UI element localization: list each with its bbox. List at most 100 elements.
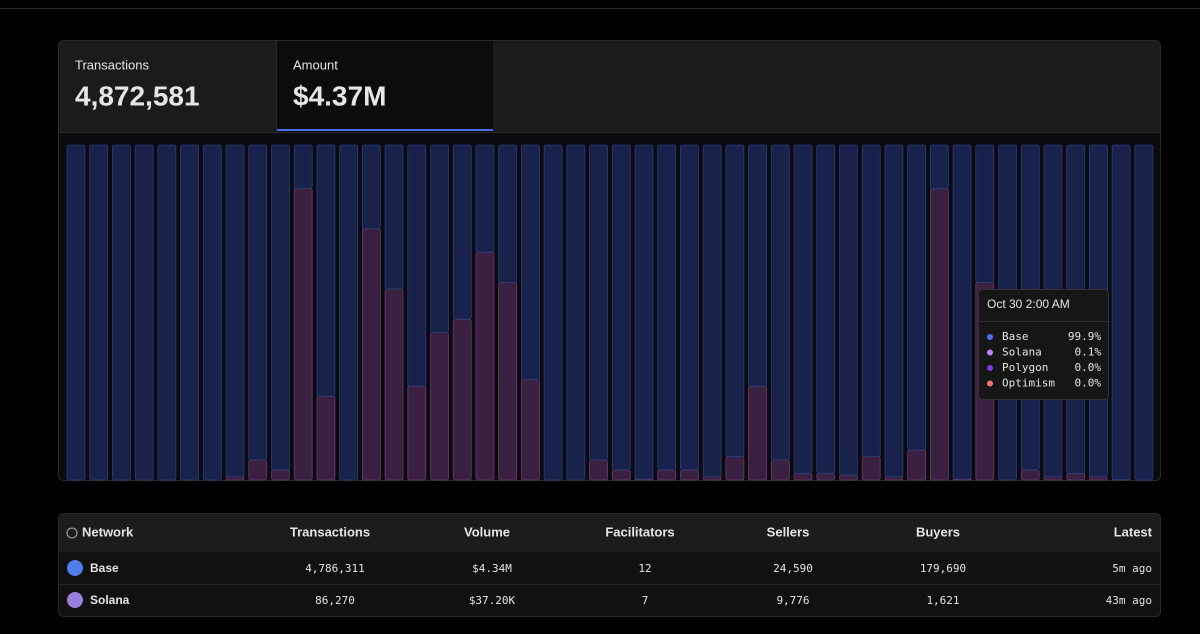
bar-segment	[157, 144, 177, 481]
bar-segment	[316, 144, 336, 397]
bar-segment	[725, 144, 745, 457]
bar-segment	[1089, 476, 1108, 481]
solana-icon	[67, 592, 83, 608]
column-header[interactable]: Sellers	[767, 524, 810, 539]
cell: 12	[638, 562, 651, 575]
bar-segment	[452, 144, 472, 320]
bar-segment	[816, 472, 836, 481]
tooltip-value: 0.0%	[1075, 377, 1102, 390]
bar-segment	[1020, 469, 1040, 481]
tooltip	[978, 289, 1109, 400]
tab-value: $4.37M	[293, 80, 386, 111]
bar-segment	[861, 456, 881, 481]
bar-segment	[680, 469, 699, 481]
bar-segment	[407, 385, 427, 481]
column-header[interactable]: Latest	[1114, 524, 1153, 539]
network-name: Solana	[90, 593, 130, 607]
bar-segment	[475, 144, 495, 253]
bar-segment	[316, 395, 336, 481]
tab-active[interactable]	[277, 41, 493, 132]
cell: 7	[642, 594, 649, 607]
bar-segment	[861, 144, 881, 457]
bar-segment	[225, 144, 245, 478]
cell: $37.20K	[469, 594, 516, 607]
tooltip-value: 99.9%	[1068, 330, 1101, 343]
bar-segment	[1043, 476, 1063, 481]
bar-segment	[430, 332, 449, 481]
bar-segment	[702, 144, 722, 478]
bar-segment	[770, 459, 790, 481]
bar-segment	[339, 144, 359, 481]
tab-label[interactable]: Transactions	[75, 57, 149, 72]
bar-segment	[248, 144, 268, 461]
tooltip-name: Polygon	[1002, 361, 1048, 374]
bar-segment	[521, 379, 540, 481]
bar-segment	[384, 288, 404, 481]
network-name: Base	[90, 561, 119, 575]
bar-segment	[361, 144, 381, 230]
column-header[interactable]: Buyers	[916, 524, 960, 539]
bar-segment	[634, 144, 654, 480]
bar-segment	[361, 228, 381, 481]
column-header[interactable]: Facilitators	[605, 524, 674, 539]
bar-segment	[566, 144, 586, 481]
column-header[interactable]: Network	[82, 524, 134, 539]
tooltip-value: 0.0%	[1075, 361, 1102, 374]
bar-segment	[657, 469, 677, 481]
cell: 86,270	[315, 594, 355, 607]
cell: 9,776	[776, 594, 809, 607]
bar-segment	[293, 144, 313, 189]
globe-icon	[66, 527, 78, 539]
column-header[interactable]: Volume	[464, 524, 510, 539]
tooltip-rows: Base 99.9% Solana 0.1% Polygon 0.0% Optimism 0.…	[987, 330, 1101, 390]
bar-segment	[657, 144, 677, 471]
tab-label[interactable]: Amount	[293, 57, 338, 72]
table: Network Transactions Volume Facilitators Sel…	[82, 524, 1153, 607]
bar-segment	[134, 144, 154, 481]
bar-segment	[430, 144, 449, 334]
bar-segment	[225, 476, 245, 481]
bar-segment	[680, 144, 699, 471]
legend-dot	[987, 349, 993, 356]
bar-segment	[293, 188, 313, 481]
cell: 179,690	[920, 562, 966, 575]
bar-segment	[521, 144, 540, 380]
bar-segment	[66, 144, 86, 481]
tooltip-value: 0.1%	[1075, 346, 1102, 359]
bar-segment	[929, 188, 949, 481]
bar-segment	[589, 144, 608, 461]
bars	[66, 144, 1154, 481]
cell: 1,621	[926, 594, 959, 607]
cell: 4,786,311	[305, 562, 365, 575]
bar-segment	[543, 144, 563, 481]
bar-segment	[271, 469, 290, 481]
column-header[interactable]: Transactions	[290, 524, 370, 539]
bar-segment	[452, 318, 472, 481]
legend-dot	[987, 380, 993, 387]
bar-segment	[89, 144, 109, 481]
bar-segment	[498, 281, 518, 481]
bar-segment	[884, 476, 904, 481]
bar-segment	[816, 144, 836, 474]
bar-segment	[907, 144, 927, 451]
bar-segment	[702, 476, 722, 481]
bar-segment	[611, 469, 631, 481]
bar-segment	[112, 144, 131, 481]
bar-segment	[611, 144, 631, 471]
bar-segment	[907, 449, 927, 481]
base-icon	[67, 560, 83, 576]
bar-segment	[975, 144, 995, 283]
bar-segment	[770, 144, 790, 461]
tab-bar	[59, 41, 1160, 132]
legend-dot	[987, 334, 993, 340]
bar-segment	[839, 474, 858, 481]
bar-segment	[748, 144, 767, 387]
bar-segment	[1111, 144, 1131, 481]
bar-segment	[725, 456, 745, 481]
bar-segment	[793, 472, 813, 481]
tab-underline	[277, 129, 493, 131]
cell: 5m ago	[1112, 562, 1152, 575]
bar-segment	[248, 459, 268, 481]
